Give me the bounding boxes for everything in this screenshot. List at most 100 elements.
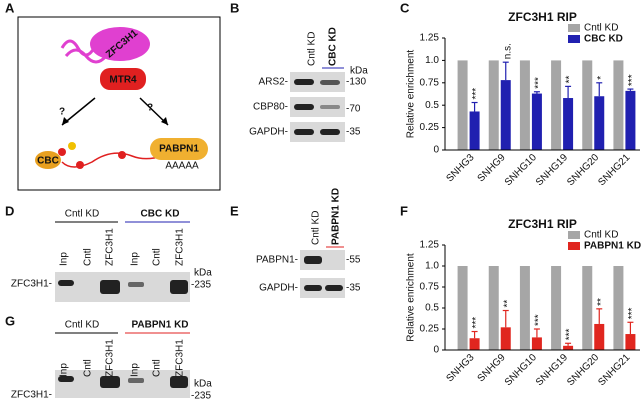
x-tick-label: SNHG10 bbox=[503, 152, 539, 188]
size-marker: -35 bbox=[346, 283, 361, 294]
panel-letter: F bbox=[400, 203, 408, 218]
size-marker: -55 bbox=[346, 255, 361, 266]
row-label: ZFC3H1- bbox=[11, 390, 52, 401]
lane-label: Cntl KD bbox=[311, 211, 322, 245]
bands bbox=[58, 79, 343, 388]
y-tick-label: 1.25 bbox=[420, 33, 440, 44]
blot bbox=[55, 272, 190, 302]
blots bbox=[55, 72, 345, 398]
bar bbox=[563, 345, 574, 350]
group-label: Cntl KD bbox=[65, 209, 99, 220]
size-marker: -130 bbox=[346, 77, 366, 88]
size-marker: -35 bbox=[346, 127, 361, 138]
band bbox=[128, 282, 144, 287]
protein-label: CBC bbox=[37, 156, 59, 167]
rna-strand bbox=[61, 147, 181, 168]
y-tick-label: 1.0 bbox=[425, 55, 439, 66]
significance-label: * bbox=[596, 76, 607, 80]
bar bbox=[594, 323, 605, 350]
bar bbox=[457, 266, 468, 350]
band bbox=[294, 79, 314, 85]
significance-label: *** bbox=[534, 314, 545, 326]
x-tick-label: SNHG3 bbox=[444, 152, 476, 184]
panel-letter: E bbox=[230, 203, 239, 218]
band bbox=[294, 129, 314, 135]
lane-label: ZFC3H1 bbox=[175, 228, 186, 266]
group-label: Cntl KD bbox=[65, 320, 99, 331]
x-tick-label: SNHG21 bbox=[596, 152, 632, 188]
blot bbox=[55, 370, 190, 398]
lane-label: Inp bbox=[59, 252, 70, 266]
panel-letter: B bbox=[230, 0, 239, 15]
lane-label: CBC KD bbox=[328, 27, 339, 66]
y-tick-label: 1.25 bbox=[420, 240, 440, 251]
x-tick-label: SNHG21 bbox=[596, 352, 632, 388]
band bbox=[128, 378, 144, 383]
significance-label: *** bbox=[471, 88, 482, 100]
bar bbox=[457, 60, 468, 150]
unit-label: kDa bbox=[194, 268, 212, 279]
band bbox=[294, 104, 314, 110]
question-mark: ? bbox=[147, 103, 153, 114]
group-label: CBC KD bbox=[141, 209, 180, 220]
bar bbox=[594, 96, 605, 150]
blot bbox=[300, 278, 345, 298]
row-label: GAPDH- bbox=[249, 127, 288, 138]
unit-label: kDa bbox=[194, 379, 212, 390]
chart-title: ZFC3H1 RIP bbox=[508, 217, 577, 231]
zfc3h1-blob bbox=[90, 27, 150, 61]
significance-label: *** bbox=[627, 74, 638, 86]
legend-label: CBC KD bbox=[584, 34, 623, 45]
panel-letter: C bbox=[400, 0, 410, 15]
bar bbox=[488, 266, 499, 350]
row-label: PABPN1- bbox=[256, 255, 298, 266]
rna-dot bbox=[118, 151, 126, 159]
y-tick-label: 0 bbox=[433, 345, 439, 356]
lane-label: Inp bbox=[130, 363, 141, 377]
x-tick-label: SNHG3 bbox=[444, 352, 476, 384]
significance-label: *** bbox=[471, 317, 482, 329]
y-tick-label: 0.25 bbox=[420, 122, 440, 133]
bar bbox=[563, 98, 574, 150]
blot bbox=[290, 72, 345, 92]
band bbox=[325, 285, 343, 291]
row-label: GAPDH- bbox=[259, 283, 298, 294]
pabpn1-shape bbox=[150, 138, 208, 160]
legend-swatch bbox=[568, 242, 580, 250]
y-tick-label: 0.25 bbox=[420, 324, 440, 335]
band bbox=[58, 280, 74, 286]
lane-label: Inp bbox=[59, 363, 70, 377]
band bbox=[100, 280, 120, 294]
group-label: PABPN1 KD bbox=[131, 320, 188, 331]
x-tick-label: SNHG20 bbox=[565, 152, 601, 188]
chart-title: ZFC3H1 RIP bbox=[508, 10, 577, 24]
legend-swatch bbox=[568, 24, 580, 32]
significance-label: *** bbox=[627, 307, 638, 319]
band bbox=[170, 376, 188, 388]
lane-label: Inp bbox=[130, 252, 141, 266]
y-tick-label: 1.0 bbox=[425, 261, 439, 272]
row-label: CBP80- bbox=[253, 102, 288, 113]
bar bbox=[625, 334, 636, 350]
unit-label: kDa bbox=[350, 66, 368, 77]
size-marker: -70 bbox=[346, 104, 361, 115]
bar bbox=[500, 80, 511, 150]
panel-letter: G bbox=[5, 313, 15, 328]
question-mark: ? bbox=[59, 107, 65, 118]
bar bbox=[551, 266, 562, 350]
arrowhead bbox=[62, 117, 69, 125]
lane-label: PABPN1 KD bbox=[331, 188, 342, 245]
cap bbox=[58, 148, 66, 156]
y-tick-label: 0 bbox=[433, 145, 439, 156]
band bbox=[304, 256, 322, 264]
x-tick-label: SNHG20 bbox=[565, 352, 601, 388]
cap-dot bbox=[68, 142, 76, 150]
bar bbox=[531, 93, 542, 150]
significance-label: ** bbox=[596, 298, 607, 306]
bar bbox=[469, 111, 480, 150]
mtr4-shape bbox=[100, 68, 146, 90]
bar bbox=[613, 60, 624, 150]
x-tick-label: SNHG10 bbox=[503, 352, 539, 388]
legend-label: PABPN1 KD bbox=[584, 241, 641, 252]
legend-label: Cntl KD bbox=[584, 23, 618, 34]
